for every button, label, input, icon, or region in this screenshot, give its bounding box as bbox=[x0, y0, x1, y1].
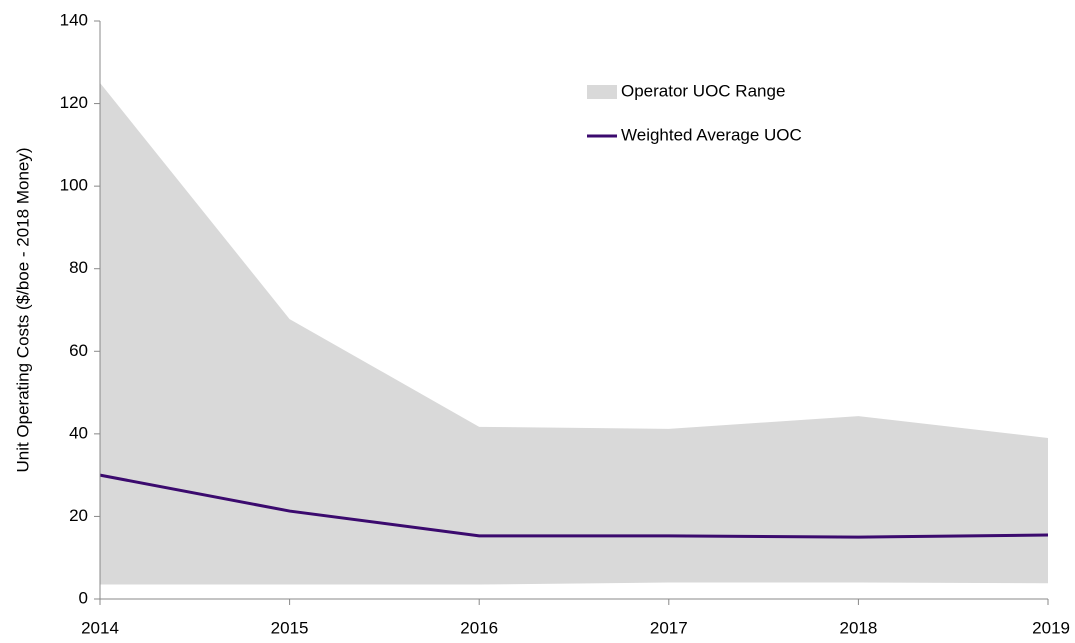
x-tick-label: 2015 bbox=[271, 618, 309, 637]
x-tick-label: 2018 bbox=[839, 618, 877, 637]
legend-label: Weighted Average UOC bbox=[621, 125, 802, 144]
x-tick-label: 2014 bbox=[81, 618, 119, 637]
x-tick-label: 2017 bbox=[650, 618, 688, 637]
line bbox=[99, 473, 1049, 539]
x-tick-label: 2019 bbox=[1032, 618, 1070, 637]
y-tick-label: 20 bbox=[69, 506, 88, 525]
legend-swatch bbox=[587, 85, 617, 99]
y-tick-label: 120 bbox=[60, 93, 88, 112]
y-tick-label: 140 bbox=[60, 10, 88, 29]
y-tick-label: 0 bbox=[79, 588, 88, 607]
y-tick-label: 100 bbox=[60, 176, 88, 195]
legend-label: Operator UOC Range bbox=[621, 81, 785, 100]
y-axis-label: Unit Operating Costs ($/boe - 2018 Money… bbox=[13, 147, 32, 472]
range-area bbox=[100, 82, 1048, 585]
x-tick-label: 2016 bbox=[460, 618, 498, 637]
y-tick-label: 40 bbox=[69, 423, 88, 442]
y-tick-label: 80 bbox=[69, 258, 88, 277]
y-tick-label: 60 bbox=[69, 341, 88, 360]
